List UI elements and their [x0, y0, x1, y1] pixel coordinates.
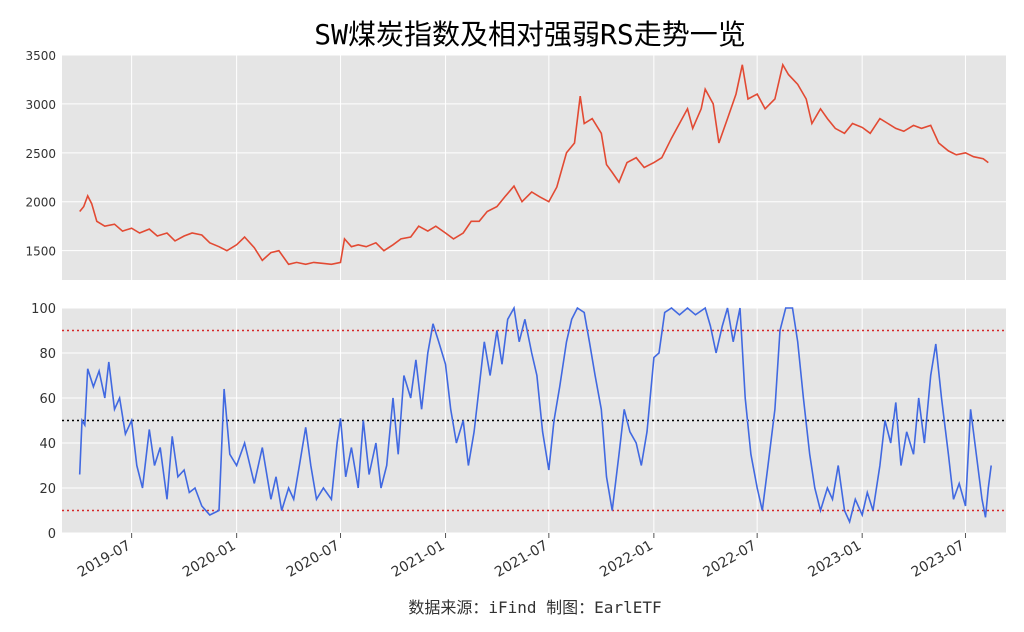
rs-x-tick-label: 2019-07	[75, 538, 134, 581]
rs-reference-lines	[62, 329, 1006, 512]
rs-x-tick-label: 2022-01	[597, 538, 656, 581]
rs-y-tick-label: 40	[39, 437, 56, 452]
source-note: 数据来源：iFind 制图：EarlETF	[408, 598, 661, 617]
rs-x-tick-label: 2020-07	[284, 538, 343, 581]
rs-y-tick-label: 0	[48, 527, 56, 542]
rs-y-tick-label: 60	[39, 392, 56, 407]
rs-x-tick-label: 2023-01	[806, 538, 865, 581]
index-y-tick-label: 2000	[25, 196, 56, 210]
index-grid	[62, 54, 1006, 280]
rs-x-tick-label: 2020-01	[180, 538, 239, 581]
rs-x-tick-label: 2022-07	[700, 538, 759, 581]
chart-title: SW煤炭指数及相对强弱RS走势一览	[314, 18, 745, 51]
rs-panel: 0 20 40 60 80 100 2019-07 2020-01 2020-07 2021-0…	[31, 302, 1006, 581]
index-y-ticks: 1500 2000 2500 3000 3500	[25, 49, 56, 259]
rs-x-ticks: 2019-07 2020-01 2020-07 2021-01 2021-07 2022-…	[75, 533, 968, 581]
index-plot-area	[62, 55, 1006, 280]
rs-y-ticks: 0 20 40 60 80 100	[31, 302, 56, 542]
index-panel: 1500 2000 2500 3000 3500	[25, 49, 1006, 280]
rs-y-tick-label: 100	[31, 302, 56, 317]
rs-series-line	[78, 305, 992, 525]
index-y-tick-label: 2500	[25, 147, 56, 161]
index-y-tick-label: 3500	[25, 49, 56, 63]
index-y-tick-label: 1500	[25, 245, 56, 259]
rs-x-tick-label: 2021-07	[492, 538, 551, 581]
rs-y-tick-label: 20	[39, 482, 56, 497]
rs-x-tick-label: 2023-07	[909, 538, 968, 581]
index-series-line	[79, 62, 989, 266]
rs-x-tick-label: 2021-01	[389, 538, 448, 581]
rs-y-tick-label: 80	[39, 347, 56, 362]
index-y-tick-label: 3000	[25, 98, 56, 112]
